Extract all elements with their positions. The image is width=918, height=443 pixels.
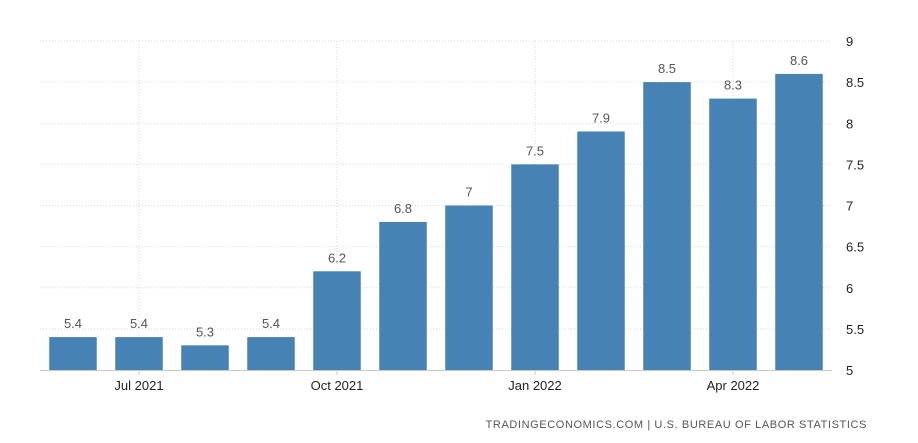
y-tick-label: 8.5 (846, 75, 864, 90)
bar-value-label: 7.9 (592, 110, 610, 125)
y-tick-label: 6 (846, 281, 853, 296)
bar-value-label: 7 (465, 185, 472, 200)
bar-value-label: 7.5 (526, 143, 544, 158)
bar-value-label: 5.4 (130, 316, 148, 331)
y-tick-label: 7 (846, 199, 853, 214)
x-tick-label: Jan 2022 (508, 378, 562, 393)
bar (49, 337, 97, 370)
bar (445, 205, 493, 370)
bar-value-label: 8.6 (790, 53, 808, 68)
bar-value-label: 6.8 (394, 201, 412, 216)
bar (115, 337, 163, 370)
bar (577, 131, 625, 370)
bar (247, 337, 295, 370)
y-axis: 5 5.5 6 6.5 7 7.5 8 8.5 9 (846, 34, 864, 378)
x-tick-label: Oct 2021 (311, 378, 364, 393)
bar (643, 82, 691, 370)
x-tick-label: Apr 2022 (707, 378, 760, 393)
x-tick-label: Jul 2021 (114, 378, 163, 393)
x-axis: Jul 2021 Oct 2021 Jan 2022 Apr 2022 (114, 370, 759, 393)
bar (511, 164, 559, 370)
y-tick-label: 9 (846, 34, 853, 49)
y-tick-label: 5.5 (846, 322, 864, 337)
y-tick-label: 5 (846, 363, 853, 378)
data-labels: 5.4 5.4 5.3 5.4 6.2 6.8 7 7.5 7.9 8.5 8.3 8.6 (64, 53, 808, 339)
bars (49, 73, 823, 371)
y-tick-label: 6.5 (846, 240, 864, 255)
gridlines (40, 40, 832, 371)
bar (313, 271, 361, 370)
bar-value-label: 6.2 (328, 250, 346, 265)
bar-value-label: 5.3 (196, 324, 214, 339)
y-tick-label: 7.5 (846, 157, 864, 172)
bar-value-label: 5.4 (64, 316, 82, 331)
bar-value-label: 5.4 (262, 316, 280, 331)
y-tick-label: 8 (846, 116, 853, 131)
bar (775, 73, 823, 371)
bar-value-label: 8.5 (658, 61, 676, 76)
bar (379, 221, 427, 370)
bar (709, 98, 757, 370)
bar-value-label: 8.3 (724, 78, 742, 93)
source-attribution: TRADINGECONOMICS.COM | U.S. BUREAU OF LA… (486, 419, 867, 431)
bar (181, 345, 229, 370)
